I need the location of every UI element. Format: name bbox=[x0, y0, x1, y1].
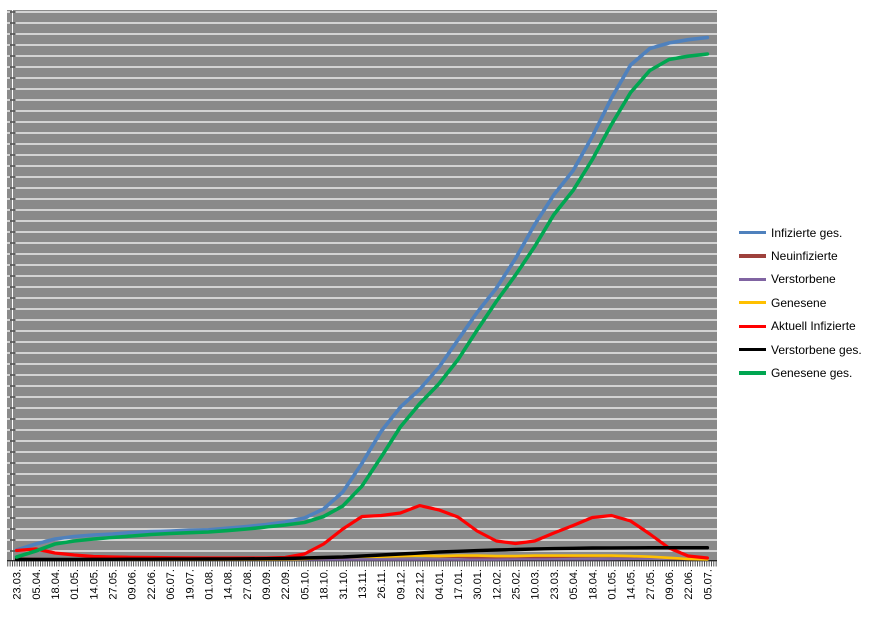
x-axis-label: 27.05. bbox=[645, 569, 657, 600]
legend-swatch-genesene-ges bbox=[739, 371, 766, 375]
x-axis-label: 26.11. bbox=[376, 569, 388, 599]
x-axis-label: 05.04. bbox=[568, 569, 580, 600]
x-axis-label: 09.06. bbox=[127, 569, 139, 600]
legend-item-infizierte-ges[interactable]: Infizierte ges. bbox=[739, 221, 862, 244]
x-axis-label: 05.04. bbox=[31, 569, 43, 600]
legend-item-genesene[interactable]: Genesene bbox=[739, 291, 862, 314]
x-axis-label: 05.10. bbox=[299, 569, 311, 600]
x-axis-label: 05.07. bbox=[702, 569, 714, 600]
legend-label: Verstorbene ges. bbox=[771, 342, 862, 357]
series-line-verstorbene-ges bbox=[14, 546, 710, 562]
x-axis-label: 23.03. bbox=[549, 569, 561, 600]
legend-label: Verstorbene bbox=[771, 272, 836, 287]
x-axis-label: 23.03. bbox=[12, 569, 24, 600]
x-axis-label: 22.06. bbox=[146, 569, 158, 600]
chart-legend: Infizierte ges. Neuinfizierte Verstorbene G… bbox=[739, 221, 862, 385]
legend-swatch-infizierte-ges bbox=[739, 231, 766, 235]
legend-swatch-genesene bbox=[739, 301, 766, 305]
x-axis-label: 01.05. bbox=[69, 569, 81, 600]
x-axis-label: 19.07. bbox=[184, 569, 196, 600]
x-axis-label: 22.12. bbox=[415, 569, 427, 600]
x-axis-label: 14.05. bbox=[88, 569, 100, 600]
legend-item-aktuell-infizierte[interactable]: Aktuell Infizierte bbox=[739, 315, 862, 338]
legend-label: Genesene bbox=[771, 295, 827, 310]
x-axis-label: 22.06. bbox=[683, 569, 695, 600]
legend-label: Neuinfizierte bbox=[771, 249, 838, 264]
x-axis-label: 18.04. bbox=[587, 569, 599, 600]
legend-label: Infizierte ges. bbox=[771, 225, 843, 240]
series-line-aktuell-infizierte bbox=[15, 504, 710, 560]
legend-swatch-verstorbene-ges bbox=[739, 348, 766, 352]
x-axis-label: 01.05. bbox=[606, 569, 618, 600]
x-axis-label: 10.03. bbox=[530, 569, 542, 600]
x-axis-label: 13.11. bbox=[357, 569, 369, 599]
x-axis-label: 31.10. bbox=[338, 569, 350, 600]
x-axis-label: 22.09. bbox=[280, 569, 292, 600]
x-axis-label: 18.10. bbox=[319, 569, 331, 600]
legend-item-genesene-ges[interactable]: Genesene ges. bbox=[739, 361, 862, 384]
x-axis-label: 27.08. bbox=[242, 569, 254, 600]
x-axis-label: 27.05. bbox=[108, 569, 120, 600]
x-axis-label: 25.02. bbox=[511, 569, 523, 600]
x-axis-label: 06.07. bbox=[165, 569, 177, 600]
legend-item-verstorbene[interactable]: Verstorbene bbox=[739, 268, 862, 291]
legend-item-verstorbene-ges[interactable]: Verstorbene ges. bbox=[739, 338, 862, 361]
x-axis-label: 17.01. bbox=[453, 569, 465, 600]
x-axis-label: 04.01. bbox=[434, 569, 446, 600]
plot-area bbox=[7, 10, 717, 561]
x-axis-label: 09.06. bbox=[664, 569, 676, 600]
legend-swatch-aktuell-infizierte bbox=[739, 324, 766, 328]
series-line-genesene-ges bbox=[14, 52, 710, 559]
series-line-infizierte-ges bbox=[14, 35, 710, 552]
legend-label: Genesene ges. bbox=[771, 366, 853, 381]
x-axis-label: 30.01. bbox=[472, 569, 484, 600]
x-axis-label: 14.08. bbox=[223, 569, 235, 600]
legend-swatch-verstorbene bbox=[739, 277, 766, 282]
x-axis-label: 14.05. bbox=[626, 569, 638, 600]
x-axis-label: 18.04. bbox=[50, 569, 62, 600]
legend-swatch-neuinfizierte bbox=[739, 254, 766, 258]
x-axis-label: 12.02. bbox=[491, 569, 503, 600]
legend-item-neuinfizierte[interactable]: Neuinfizierte bbox=[739, 244, 862, 267]
x-axis-label: 01.08. bbox=[203, 569, 215, 600]
x-axis-label: 09.12. bbox=[395, 569, 407, 600]
legend-label: Aktuell Infizierte bbox=[771, 319, 856, 334]
x-axis-label: 09.09. bbox=[261, 569, 273, 600]
